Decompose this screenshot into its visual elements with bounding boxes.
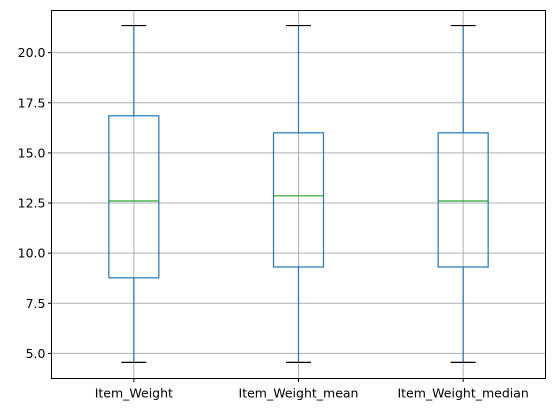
x-axis: Item_Weight Item_Weight_mean Item_Weight_m… (95, 378, 529, 401)
y-tick-label: 5.0 (26, 346, 46, 361)
y-tick-label: 7.5 (26, 296, 46, 311)
y-axis: 5.0 7.5 10.0 12.5 15.0 17.5 20.0 (18, 45, 52, 361)
iqr-box (108, 115, 160, 279)
y-tick-label: 20.0 (18, 45, 46, 60)
box-Item_Weight (108, 24, 160, 363)
x-tick-label: Item_Weight_median (397, 386, 528, 401)
iqr-box (437, 132, 489, 268)
box-Item_Weight_median (437, 24, 489, 363)
x-tick-label: Item_Weight (95, 386, 173, 401)
y-tick-label: 15.0 (18, 145, 46, 160)
y-tick-label: 12.5 (18, 196, 46, 211)
y-tick-label: 10.0 (18, 246, 46, 261)
x-tick-label: Item_Weight_mean (239, 386, 359, 401)
box-Item_Weight_mean (272, 24, 325, 363)
iqr-box (272, 132, 325, 268)
y-tick-label: 17.5 (18, 95, 46, 110)
box-layer (108, 24, 489, 363)
